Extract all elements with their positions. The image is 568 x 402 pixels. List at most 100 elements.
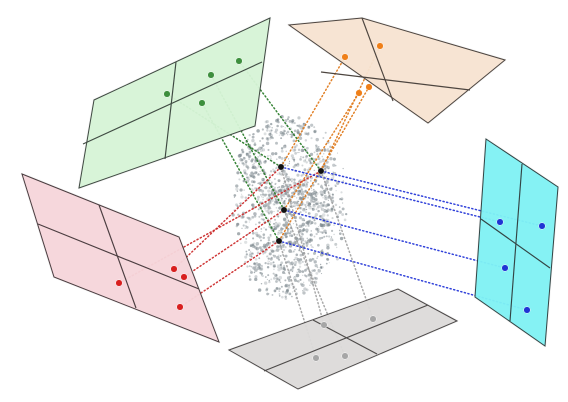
point-cloud-dot <box>284 279 287 282</box>
point-cloud-dot <box>313 260 317 264</box>
point-cloud-dot <box>322 197 324 199</box>
point-cloud-dot <box>271 127 273 129</box>
point-cloud-dot <box>273 177 276 181</box>
point-cloud-dot <box>275 201 279 205</box>
point-cloud-dot <box>318 215 322 218</box>
point-cloud-dot <box>235 203 238 207</box>
point-cloud-dot <box>248 156 250 158</box>
point-cloud-dot <box>277 215 280 218</box>
point-cloud-dot <box>280 226 283 229</box>
point-cloud-dot <box>283 125 285 128</box>
point-cloud-dot <box>320 250 323 253</box>
point-cloud-dot <box>274 182 277 185</box>
point-cloud-dot <box>257 208 260 211</box>
point-cloud-dot <box>258 159 261 163</box>
point-cloud-dot <box>280 199 283 202</box>
point-cloud-dot <box>280 190 283 192</box>
point-cloud-dot <box>259 170 261 173</box>
point-cloud-dot <box>269 210 273 214</box>
point-cloud-dot <box>253 215 257 218</box>
point-cloud-dot <box>283 232 287 237</box>
point-cloud-dot <box>263 160 267 164</box>
point-cloud-dot <box>308 258 313 262</box>
point-cloud-dot <box>297 192 300 195</box>
point-cloud-dot <box>260 213 263 215</box>
point-cloud-dot <box>265 141 270 146</box>
point-cloud-dot <box>280 125 283 128</box>
point-cloud-dot <box>313 198 318 202</box>
point-cloud-dot <box>272 265 276 268</box>
point-cloud-dot <box>275 248 280 252</box>
point-cloud-dot <box>252 132 255 136</box>
point-cloud-dot <box>334 242 338 246</box>
point-cloud-dot <box>307 204 309 207</box>
point-cloud-dot <box>255 171 258 174</box>
projection-ray-pink <box>183 209 285 278</box>
point-cloud-dot <box>286 178 290 181</box>
point-cloud-dot <box>257 263 261 267</box>
point-cloud-dot <box>288 183 290 185</box>
point-cloud-dot <box>288 284 291 287</box>
point-cloud-dot <box>278 230 280 232</box>
point-cloud-dot <box>324 205 328 208</box>
point-cloud-dot <box>321 203 325 208</box>
point-cloud-dot <box>323 235 326 238</box>
point-cloud-dot <box>274 198 277 201</box>
point-cloud-dot <box>319 160 322 164</box>
point-cloud-dot <box>327 218 330 222</box>
point-cloud-dot <box>297 180 301 183</box>
point-cloud-dot <box>302 261 304 263</box>
point-cloud-dot <box>263 187 265 189</box>
point-cloud-dot <box>300 124 303 127</box>
projected-point-peach <box>341 53 349 61</box>
point-cloud-dot <box>322 158 325 161</box>
point-cloud-dot <box>323 190 326 193</box>
point-cloud-dot <box>326 147 330 151</box>
point-cloud-dot <box>296 233 298 236</box>
point-cloud-dot <box>307 202 312 206</box>
point-cloud-dot <box>289 235 291 237</box>
point-cloud-dot <box>290 135 293 139</box>
point-cloud-dot <box>294 195 296 197</box>
point-cloud-dot <box>258 221 261 224</box>
point-cloud-dot <box>275 167 277 169</box>
point-cloud-dot <box>309 161 313 165</box>
point-cloud-dot <box>269 257 273 261</box>
plane-green <box>78 17 271 189</box>
point-cloud-dot <box>252 237 255 240</box>
point-cloud-dot <box>268 260 271 263</box>
point-cloud-dot <box>302 274 304 277</box>
point-cloud-dot <box>341 202 344 204</box>
point-cloud-dot <box>294 248 296 251</box>
point-cloud-dot <box>262 233 266 236</box>
point-cloud-dot <box>275 141 278 145</box>
point-cloud-dot <box>321 187 324 190</box>
point-cloud-dot <box>282 131 285 135</box>
point-cloud-dot <box>268 195 271 197</box>
point-cloud-dot <box>288 244 293 248</box>
point-cloud-dot <box>272 272 275 275</box>
point-cloud-dot <box>294 260 298 264</box>
point-cloud-dot <box>290 213 294 217</box>
point-cloud-dot <box>248 275 251 278</box>
point-cloud-dot <box>288 119 292 123</box>
point-cloud-dot <box>335 190 337 192</box>
point-cloud-dot <box>320 224 324 227</box>
point-cloud-dot <box>251 138 255 143</box>
point-cloud-dot <box>254 231 259 236</box>
point-cloud-dot <box>319 190 323 194</box>
point-cloud-dot <box>278 186 281 188</box>
plane-green-grid-line <box>164 61 177 160</box>
point-cloud-dot <box>288 249 292 253</box>
point-cloud-dot <box>260 213 264 217</box>
point-cloud-dot <box>282 217 287 221</box>
point-cloud-dot <box>244 220 248 224</box>
point-cloud-dot <box>251 215 255 219</box>
point-cloud-dot <box>295 273 300 278</box>
point-cloud-dot <box>313 269 316 272</box>
point-cloud-dot <box>279 195 283 199</box>
point-cloud-dot <box>321 193 324 196</box>
point-cloud-dot <box>296 173 300 177</box>
projected-point-pink <box>170 265 178 273</box>
point-cloud-dot <box>293 263 297 267</box>
